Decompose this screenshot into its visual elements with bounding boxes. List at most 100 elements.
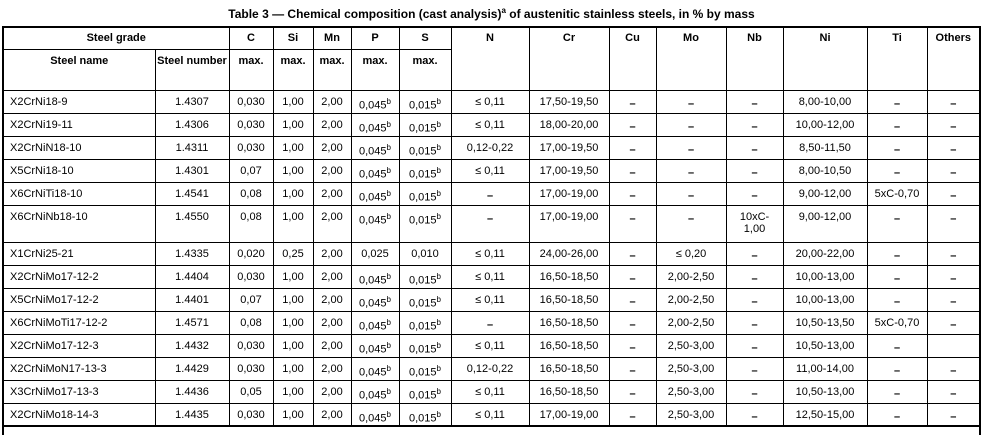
value-cell: – bbox=[725, 135, 784, 160]
value-cell: 16,50-18,50 bbox=[528, 356, 610, 381]
steel-name-cell: X2CrNi18-9 bbox=[2, 89, 156, 114]
value-cell: – bbox=[608, 333, 657, 358]
value-cell: 0,07 bbox=[228, 158, 274, 183]
value-cell: – bbox=[608, 379, 657, 404]
dash-placeholder: – bbox=[751, 364, 758, 377]
col-header-ti: Ti bbox=[866, 26, 928, 91]
value-cell: 0,05 bbox=[228, 379, 274, 404]
value-cell: – bbox=[926, 181, 981, 206]
col-header-cr: Cr bbox=[528, 26, 610, 91]
value-cell: 8,00-10,50 bbox=[782, 158, 868, 183]
value-cell: – bbox=[866, 204, 928, 243]
col-header-mo: Mo bbox=[655, 26, 727, 91]
value-cell: 0,015b bbox=[398, 287, 452, 312]
value-cell: 2,50-3,00 bbox=[655, 402, 727, 427]
steel-number-cell: 1.4541 bbox=[154, 181, 230, 206]
steel-number-cell: 1.4432 bbox=[154, 333, 230, 358]
value-cell: ≤ 0,11 bbox=[450, 287, 530, 312]
steel-number-cell: 1.4404 bbox=[154, 264, 230, 289]
dash-placeholder: – bbox=[687, 143, 695, 156]
steel-name-cell: X2CrNiN18-10 bbox=[2, 135, 156, 160]
value-cell: – bbox=[608, 356, 657, 381]
value-cell: 0,025 bbox=[350, 241, 400, 266]
max-label-si: max. bbox=[272, 48, 314, 91]
value-cell: 2,00 bbox=[312, 158, 352, 183]
value-cell: 1,00 bbox=[272, 287, 314, 312]
value-cell: – bbox=[725, 379, 784, 404]
table-body: X2CrNi18-9 1.4307 0,030 1,00 2,00 0,045b 0,015… bbox=[2, 89, 981, 427]
value-cell: – bbox=[608, 241, 657, 266]
value-cell: 0,12-0,22 bbox=[450, 356, 530, 381]
value-cell: 2,00 bbox=[312, 402, 352, 427]
value-cell: – bbox=[926, 356, 981, 381]
dash-placeholder: – bbox=[893, 120, 901, 133]
value-cell: 24,00-26,00 bbox=[528, 241, 610, 266]
value-cell: 0,045b bbox=[350, 356, 400, 381]
dash-placeholder: – bbox=[629, 387, 636, 400]
value-cell: 2,00 bbox=[312, 204, 352, 243]
value-cell: 0,015b bbox=[398, 204, 452, 243]
value-cell: 9,00-12,00 bbox=[782, 204, 868, 243]
value-cell: 0,08 bbox=[228, 204, 274, 243]
value-cell: 1,00 bbox=[272, 204, 314, 243]
value-cell: 0,045b bbox=[350, 89, 400, 114]
dash-placeholder: – bbox=[950, 410, 957, 423]
value-cell: ≤ 0,11 bbox=[450, 112, 530, 137]
value-cell: 2,00 bbox=[312, 181, 352, 206]
value-cell: – bbox=[450, 181, 530, 206]
value-cell: 0,030 bbox=[228, 356, 274, 381]
value-cell: 0,25 bbox=[272, 241, 314, 266]
value-cell: – bbox=[926, 241, 981, 266]
value-cell: 0,030 bbox=[228, 112, 274, 137]
dash-placeholder: – bbox=[893, 295, 901, 308]
dash-placeholder: – bbox=[751, 272, 758, 285]
value-cell: ≤ 0,20 bbox=[655, 241, 727, 266]
steel-name-cell: X2CrNiMo18-14-3 bbox=[2, 402, 156, 427]
dash-placeholder: – bbox=[629, 166, 636, 179]
dash-placeholder: – bbox=[629, 97, 636, 110]
value-cell: 10,50-13,50 bbox=[782, 310, 868, 335]
dash-placeholder: – bbox=[751, 318, 758, 331]
table-row: X5CrNi18-10 1.4301 0,07 1,00 2,00 0,045b 0,015… bbox=[2, 158, 981, 183]
col-header-others: Others bbox=[926, 26, 981, 91]
value-cell: – bbox=[725, 287, 784, 312]
value-cell: 2,00 bbox=[312, 241, 352, 266]
table-row: X6CrNiMoTi17-12-2 1.4571 0,08 1,00 2,00 0,045… bbox=[2, 310, 981, 335]
dash-placeholder: – bbox=[893, 97, 901, 110]
value-cell: – bbox=[866, 241, 928, 266]
value-cell: 2,00-2,50 bbox=[655, 287, 727, 312]
value-cell: – bbox=[725, 181, 784, 206]
value-cell: 2,00-2,50 bbox=[655, 264, 727, 289]
table-row: X2CrNiMo17-12-2 1.4404 0,030 1,00 2,00 0,045b… bbox=[2, 264, 981, 289]
value-cell: 1,00 bbox=[272, 310, 314, 335]
value-cell: 0,015b bbox=[398, 379, 452, 404]
steel-number-cell: 1.4550 bbox=[154, 204, 230, 243]
value-cell: – bbox=[608, 402, 657, 427]
value-cell: 0,08 bbox=[228, 310, 274, 335]
value-cell: – bbox=[926, 204, 981, 243]
value-cell: 17,00-19,00 bbox=[528, 181, 610, 206]
value-cell: – bbox=[655, 204, 727, 243]
value-cell: 2,00 bbox=[312, 333, 352, 358]
value-cell: 17,00-19,00 bbox=[528, 204, 610, 243]
value-cell: 0,045b bbox=[350, 379, 400, 404]
value-cell: – bbox=[926, 158, 981, 183]
dash-placeholder: – bbox=[893, 143, 901, 156]
value-cell: 10xC- 1,00 bbox=[725, 204, 784, 243]
value-cell: 10,00-13,00 bbox=[782, 264, 868, 289]
value-cell: 0,030 bbox=[228, 89, 274, 114]
steel-name-cell: X3CrNiMo17-13-3 bbox=[2, 379, 156, 404]
value-cell: – bbox=[725, 333, 784, 358]
value-cell: – bbox=[926, 310, 981, 335]
dash-placeholder: – bbox=[893, 166, 901, 179]
dash-placeholder: – bbox=[751, 166, 758, 179]
value-cell: – bbox=[655, 89, 727, 114]
value-cell: 0,045b bbox=[350, 310, 400, 335]
value-cell: 1,00 bbox=[272, 181, 314, 206]
steel-number-cell: 1.4311 bbox=[154, 135, 230, 160]
value-cell: 0,030 bbox=[228, 135, 274, 160]
value-cell: 2,00 bbox=[312, 89, 352, 114]
steel-name-cell: X6CrNiNb18-10 bbox=[2, 204, 156, 243]
value-cell: 20,00-22,00 bbox=[782, 241, 868, 266]
value-cell: 0,015b bbox=[398, 264, 452, 289]
